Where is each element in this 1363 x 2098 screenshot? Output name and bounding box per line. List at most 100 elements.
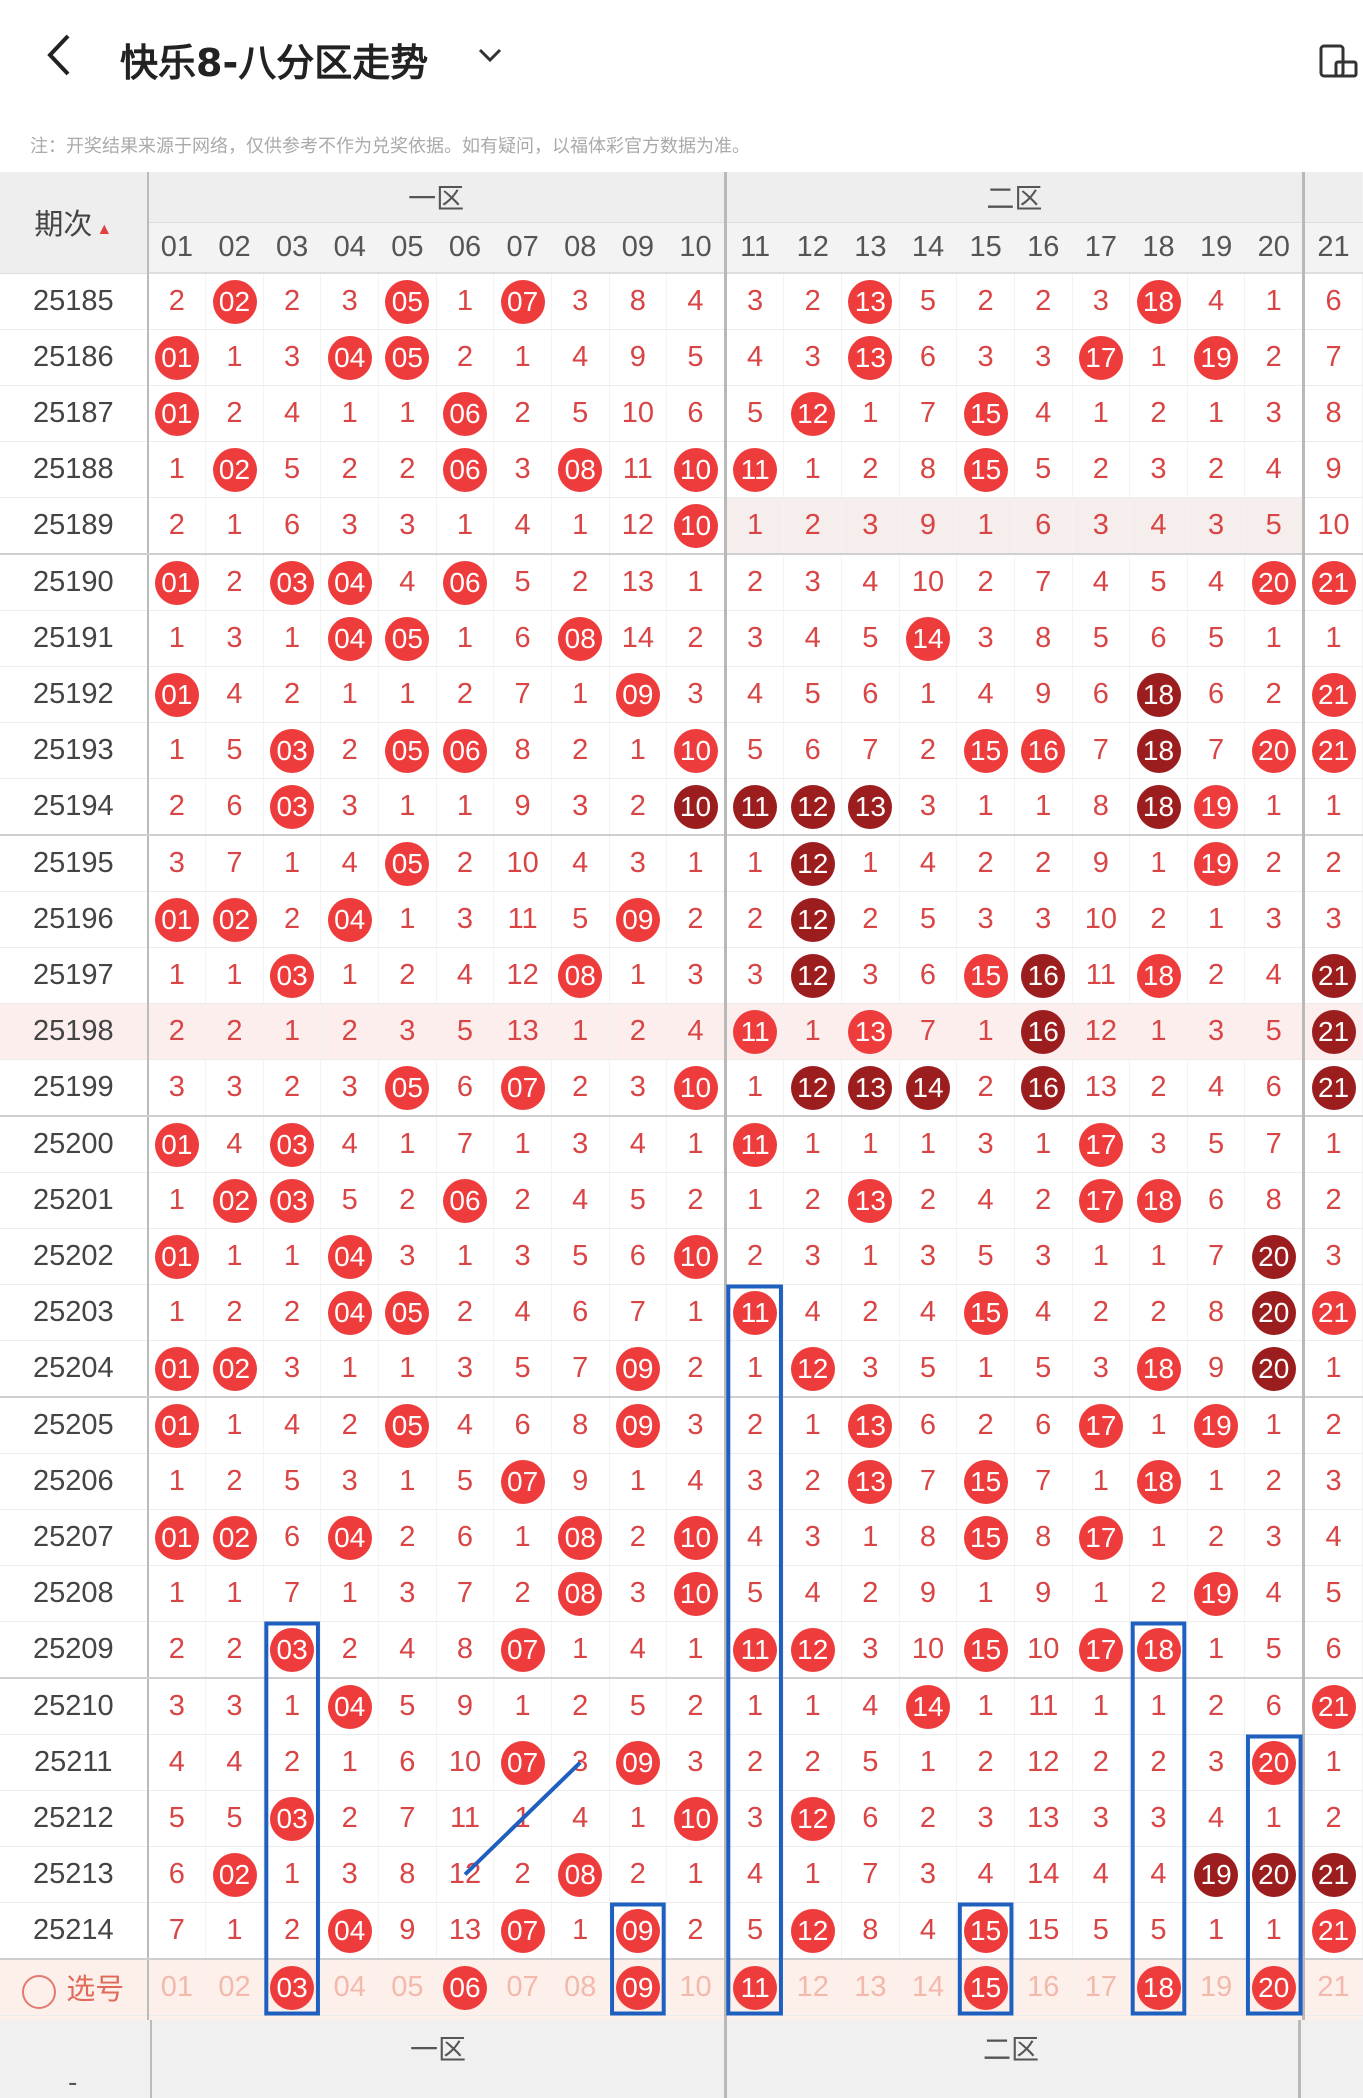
- cell: 1: [436, 610, 495, 667]
- column-header: 04: [320, 222, 380, 274]
- cell: 2: [725, 891, 785, 948]
- select-number-cell[interactable]: 06: [436, 1959, 495, 2016]
- cell: 2: [1072, 1284, 1131, 1341]
- cell: 3: [783, 554, 843, 611]
- select-number-cell[interactable]: 12: [783, 1959, 843, 2016]
- period-cell: 25207: [0, 1509, 149, 1566]
- winning-number-ball: 21: [1311, 1009, 1356, 1054]
- cell: 5: [1129, 554, 1188, 611]
- winning-number-ball: 05: [385, 616, 430, 661]
- rotate-screen-icon[interactable]: [1318, 40, 1360, 80]
- cell: 7: [436, 1565, 495, 1622]
- cell: 2: [493, 1172, 552, 1229]
- cell: 1: [899, 666, 958, 723]
- select-number-cell[interactable]: 14: [899, 1959, 958, 2016]
- period-header[interactable]: 期次 ▲: [0, 172, 149, 274]
- cell: 2: [1187, 441, 1246, 498]
- winning-number-ball: 19: [1194, 1852, 1239, 1897]
- cell: 4: [551, 1790, 610, 1847]
- cell: 02: [205, 891, 264, 948]
- select-number-cell[interactable]: 09: [609, 1959, 668, 2016]
- winning-number-ball: 13: [848, 1065, 893, 1110]
- select-number-cell[interactable]: 18: [1129, 1959, 1188, 2016]
- select-number-cell[interactable]: 02: [205, 1959, 264, 2016]
- cell: 7: [1244, 1116, 1306, 1173]
- select-number-cell[interactable]: 04: [320, 1959, 380, 2016]
- select-number-cell[interactable]: 15: [956, 1959, 1015, 2016]
- cell: 2: [205, 385, 264, 442]
- winning-number-ball: 07: [500, 1627, 545, 1672]
- winning-number-ball: 01: [154, 335, 199, 380]
- winning-number-ball: 16: [1021, 953, 1066, 998]
- cell: 20: [1244, 1734, 1306, 1791]
- cell: 01: [147, 329, 207, 386]
- select-number-cell[interactable]: 17: [1072, 1959, 1131, 2016]
- select-number-cell[interactable]: 20: [1244, 1959, 1306, 2016]
- selected-number-ball[interactable]: 18: [1136, 1965, 1181, 2010]
- cell: 9: [1014, 666, 1073, 723]
- selected-number-ball[interactable]: 11: [733, 1965, 778, 2010]
- winning-number-ball: 01: [154, 391, 199, 436]
- cell: 17: [1072, 1116, 1131, 1173]
- cell: 13: [1014, 1790, 1073, 1847]
- cell: 2: [1129, 1565, 1188, 1622]
- select-number-cell[interactable]: 07: [493, 1959, 552, 2016]
- select-number-cell[interactable]: 01: [147, 1959, 207, 2016]
- selected-number-ball[interactable]: 06: [443, 1965, 487, 2010]
- cell: 4: [263, 1397, 322, 1454]
- cell: 5: [725, 385, 785, 442]
- cell: 5: [320, 1172, 380, 1229]
- winning-number-ball: 18: [1136, 784, 1181, 829]
- selected-number-ball[interactable]: 09: [615, 1965, 660, 2010]
- winning-number-ball: 09: [615, 897, 660, 942]
- chevron-down-icon[interactable]: [472, 38, 508, 74]
- cell: 13: [1072, 1059, 1131, 1117]
- select-number-cell[interactable]: 05: [378, 1959, 437, 2016]
- select-number-cell[interactable]: 08: [551, 1959, 610, 2016]
- cell: 3: [609, 1059, 668, 1117]
- table-row: 25196 01 02 2 04 1 3 11 5 09 2 2 12 2 5 3 3 10 2 1 3 3: [0, 891, 1363, 948]
- page-title[interactable]: 快乐8-八分区走势: [120, 41, 429, 85]
- select-number-cell[interactable]: 03: [263, 1959, 322, 2016]
- select-number-cell[interactable]: 13: [841, 1959, 900, 2016]
- select-radio-icon[interactable]: [22, 1974, 57, 2009]
- cell: 3: [725, 1790, 785, 1847]
- cell: 2: [551, 1678, 610, 1735]
- select-number-cell[interactable]: 11: [725, 1959, 785, 2016]
- cell: 2: [263, 1734, 322, 1791]
- back-icon[interactable]: [40, 30, 80, 80]
- sort-icon[interactable]: ▲: [96, 221, 113, 239]
- cell: 2: [205, 1284, 264, 1341]
- cell: 1: [205, 497, 264, 555]
- cell: 11: [725, 1621, 785, 1679]
- cell: 04: [320, 610, 380, 667]
- cell: 7: [899, 385, 958, 442]
- cell: 07: [493, 273, 552, 330]
- cell: 1: [263, 1003, 322, 1060]
- cell: 3: [609, 835, 668, 892]
- select-number-cell[interactable]: 19: [1187, 1959, 1246, 2016]
- cell: 6: [899, 947, 958, 1004]
- cell: 2: [320, 441, 380, 498]
- cell: 10: [666, 1565, 727, 1622]
- winning-number-ball: 16: [1021, 1009, 1066, 1054]
- winning-number-ball: 02: [212, 1852, 257, 1897]
- select-label: 选号: [66, 1974, 125, 2007]
- cell: 2: [378, 1172, 437, 1229]
- winning-number-ball: 19: [1194, 1403, 1239, 1448]
- cell: 4: [320, 835, 380, 892]
- select-label-cell[interactable]: 选号: [0, 1959, 149, 2016]
- selected-number-ball[interactable]: 03: [270, 1965, 315, 2010]
- cell: 3: [378, 1565, 437, 1622]
- select-number-cell[interactable]: 16: [1014, 1959, 1073, 2016]
- winning-number-ball: 02: [212, 897, 257, 942]
- select-number-cell[interactable]: 10: [666, 1959, 727, 2016]
- select-number-cell[interactable]: 21: [1303, 1959, 1363, 2016]
- selected-number-ball[interactable]: 20: [1251, 1965, 1296, 2010]
- cell: 15: [956, 1621, 1015, 1679]
- cell: 8: [1014, 610, 1073, 667]
- selected-number-ball[interactable]: 15: [963, 1965, 1008, 2010]
- winning-number-ball: 19: [1194, 841, 1239, 886]
- cell: 1: [551, 1621, 610, 1679]
- winning-number-ball: 12: [790, 1908, 835, 1953]
